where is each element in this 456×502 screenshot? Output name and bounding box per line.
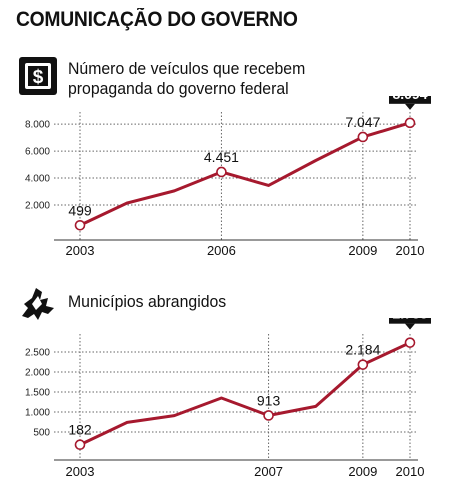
x-tick-label: 2010 <box>396 464 425 479</box>
x-tick-label: 2006 <box>207 243 236 258</box>
y-tick-label: 8.000 <box>25 120 50 131</box>
callout-box <box>389 318 431 324</box>
data-point <box>404 117 416 129</box>
data-point <box>357 359 369 370</box>
chart-2-plot: 500 1.000 1.500 2.000 2.500 2003 2007 2009 2010 1… <box>25 318 431 479</box>
page-title: COMUNICAÇÃO DO GOVERNO <box>16 8 298 31</box>
x-tick-label: 2003 <box>66 243 95 258</box>
data-label: 913 <box>257 392 281 408</box>
y-tick-label: 500 <box>33 428 50 439</box>
x-tick-label: 2003 <box>66 464 95 479</box>
series-line <box>79 341 411 447</box>
data-point <box>74 439 86 451</box>
data-point <box>216 166 227 178</box>
data-label: 4.451 <box>204 149 239 165</box>
callout-pointer <box>405 323 415 330</box>
data-label: 2.733 <box>392 318 427 322</box>
data-point <box>263 410 274 421</box>
map-state-icon <box>22 288 54 320</box>
chart-2-title: Municípios abrangidos <box>68 292 226 312</box>
x-tick-label: 2009 <box>348 243 377 258</box>
chart-1-title-line-2: propaganda do governo federal <box>68 79 289 98</box>
y-tick-label: 1.000 <box>25 408 50 419</box>
chart-2-title-line-1: Municípios abrangidos <box>68 292 227 311</box>
svg-text:$: $ <box>33 67 44 88</box>
chart-1-title: Número de veículos que recebem propagand… <box>68 59 305 99</box>
y-tick-label: 2.000 <box>25 368 50 379</box>
x-tick-label: 2007 <box>254 464 283 479</box>
series-line <box>79 121 411 227</box>
y-tick-label: 2.500 <box>25 348 50 359</box>
y-tick-label: 4.000 <box>25 174 50 185</box>
y-tick-label: 6.000 <box>25 147 50 158</box>
data-label: 8.094 <box>392 96 427 102</box>
y-tick-label: 1.500 <box>25 388 50 399</box>
callout-box <box>389 96 431 104</box>
y-tick-label: 2.000 <box>25 201 50 212</box>
money-bill-icon: $ <box>19 57 57 95</box>
data-point <box>357 131 369 143</box>
data-label: 7.047 <box>345 114 380 130</box>
callout-pointer <box>405 103 415 110</box>
data-point <box>404 337 416 348</box>
chart-1-plot: 2.000 4.000 6.000 8.000 2003 2006 2009 2010 499 4… <box>25 96 431 258</box>
data-label: 182 <box>68 422 92 438</box>
data-label: 499 <box>68 202 92 218</box>
chart-1-title-line-1: Número de veículos que recebem <box>68 59 306 78</box>
data-label: 2.184 <box>345 342 380 358</box>
x-tick-label: 2009 <box>348 464 377 479</box>
data-point <box>74 219 86 231</box>
x-tick-label: 2010 <box>396 243 425 258</box>
